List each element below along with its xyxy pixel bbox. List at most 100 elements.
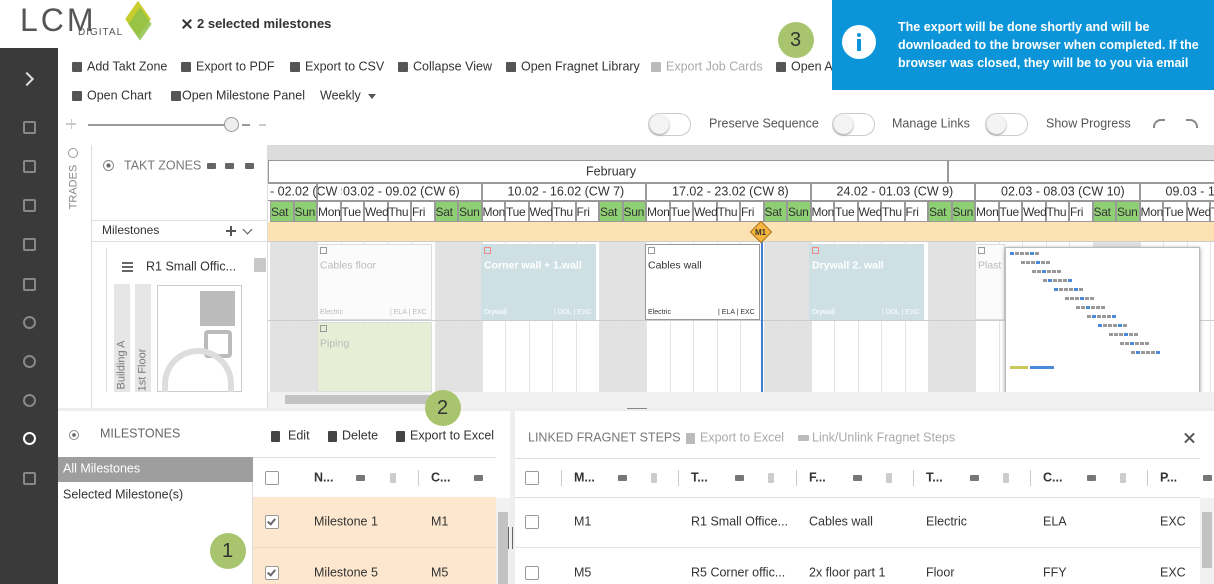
zoom-out: [259, 124, 266, 126]
undo-button[interactable]: [1153, 119, 1165, 128]
trades-label: TRADES: [67, 164, 80, 210]
toolbar-button[interactable]: Collapse View: [413, 59, 492, 74]
sidebar-icon[interactable]: [23, 160, 36, 173]
card-trade: Electric: [648, 308, 671, 316]
takt-radio[interactable]: [103, 160, 114, 171]
checkbox[interactable]: [525, 515, 539, 529]
week-label: 02.03 - 08.03 (CW 10): [1001, 184, 1125, 199]
preview-cell: [1136, 351, 1140, 354]
panel-action: Export to Excel: [700, 430, 785, 445]
card-icon: [320, 325, 327, 332]
checkbox[interactable]: [525, 566, 539, 580]
day-cell: [434, 201, 458, 222]
checkbox[interactable]: [265, 566, 279, 580]
drag-handle: [122, 262, 133, 264]
panel-radio[interactable]: [69, 430, 79, 440]
icon: [206, 163, 216, 169]
redo-button[interactable]: [1186, 119, 1198, 128]
day-cell: [975, 201, 999, 222]
toggle-switch[interactable]: [985, 113, 1028, 136]
weekend-column: [458, 242, 482, 392]
cell-text: Electric: [926, 514, 967, 529]
sidebar-icon[interactable]: [23, 432, 36, 445]
toolbar-button[interactable]: Open Milestone Panel: [182, 88, 305, 103]
toggle-switch[interactable]: [832, 113, 875, 136]
sidebar-icon[interactable]: [23, 355, 36, 368]
day-cell: [317, 201, 341, 222]
toggle-switch[interactable]: [648, 113, 691, 136]
toggle-knob: [650, 115, 669, 134]
preview-cell: [1096, 306, 1100, 309]
panel-action[interactable]: Delete: [342, 428, 379, 443]
day-label: Mon: [811, 204, 835, 219]
preview-cell: [1079, 288, 1083, 291]
toolbar-button[interactable]: Open Chart: [87, 88, 152, 103]
sidebar-icon[interactable]: [23, 238, 36, 251]
cell-text: Milestone 5: [314, 565, 378, 580]
sidebar-icon[interactable]: [23, 394, 36, 407]
sidebar-icon[interactable]: [23, 278, 36, 291]
day-label: Sat: [929, 204, 947, 219]
day-label: Wed: [365, 204, 389, 219]
column-header: M...: [574, 470, 595, 485]
day-gridline: [622, 242, 624, 392]
day-label: Fri: [1070, 204, 1084, 219]
deselect-icon[interactable]: [181, 18, 193, 30]
day-cell: [622, 201, 646, 222]
table-row[interactable]: [515, 497, 1200, 548]
day-cell: [881, 201, 905, 222]
image-placeholder: [200, 291, 235, 326]
preview-cell: [1125, 342, 1129, 345]
card-codes: | ELA | EXC: [718, 308, 755, 316]
day-label: Wed: [1023, 204, 1047, 219]
toolbar-button[interactable]: Weekly: [320, 88, 361, 103]
filter-option[interactable]: All Milestones: [63, 461, 141, 476]
table-row[interactable]: [253, 548, 496, 584]
toolbar-button[interactable]: Export to PDF: [196, 59, 275, 74]
icon: [473, 475, 483, 481]
week-cell: [317, 183, 482, 201]
gantt: Sat Sun Mon Tue Wed Thu Fri Sat Sun Mon Tue Wed Thu F…: [268, 145, 1214, 408]
checkbox[interactable]: [525, 471, 539, 485]
day-gridline: [434, 242, 436, 392]
toolbar-button[interactable]: Add Takt Zone: [87, 59, 168, 74]
close-icon[interactable]: [1183, 432, 1196, 445]
week-clip: - 02.02 (CW 5): [270, 183, 342, 201]
day-label: Fri: [576, 204, 590, 219]
sidebar-icon[interactable]: [23, 316, 36, 329]
column-separator: [418, 470, 419, 486]
add-milestone[interactable]: [230, 225, 232, 236]
sidebar-icon[interactable]: [23, 199, 36, 212]
toolbar-button[interactable]: Open Fragnet Library: [521, 59, 640, 74]
toolbar-button[interactable]: Open A: [791, 59, 833, 74]
day-label: Sat: [435, 204, 453, 219]
checkbox[interactable]: [265, 515, 279, 529]
preview-cell: [1098, 324, 1102, 327]
cell-text: M5: [431, 565, 449, 580]
toolbar-button[interactable]: Export to CSV: [305, 59, 385, 74]
preview-cell: [1053, 279, 1057, 282]
sidebar-icon[interactable]: [23, 472, 36, 485]
preview-cell: [1119, 333, 1123, 336]
day-cell: [1069, 201, 1093, 222]
cell-text: ELA: [1043, 514, 1067, 529]
panel-action[interactable]: Export to Excel: [410, 428, 495, 443]
icon: [734, 475, 744, 481]
trades-toggle[interactable]: [68, 148, 78, 158]
zone-row: [106, 248, 254, 392]
day-label: Thu: [1211, 205, 1214, 219]
checkbox[interactable]: [265, 471, 279, 485]
preview-cell: [1085, 297, 1089, 300]
day-cell: [834, 201, 858, 222]
table-row[interactable]: [253, 497, 496, 548]
day-cell: [1139, 201, 1163, 222]
preview-cell: [1134, 333, 1138, 336]
panel-action[interactable]: Edit: [288, 428, 310, 443]
panel-action[interactable]: Link/Unlink Fragnet Steps: [812, 430, 956, 445]
filter-option[interactable]: Selected Milestone(s): [63, 487, 184, 502]
preview-cell: [1059, 288, 1063, 291]
zoom-knob[interactable]: [224, 117, 239, 132]
week-cell: [646, 183, 811, 201]
sidebar-icon[interactable]: [23, 121, 36, 134]
day-gridline: [928, 242, 929, 392]
